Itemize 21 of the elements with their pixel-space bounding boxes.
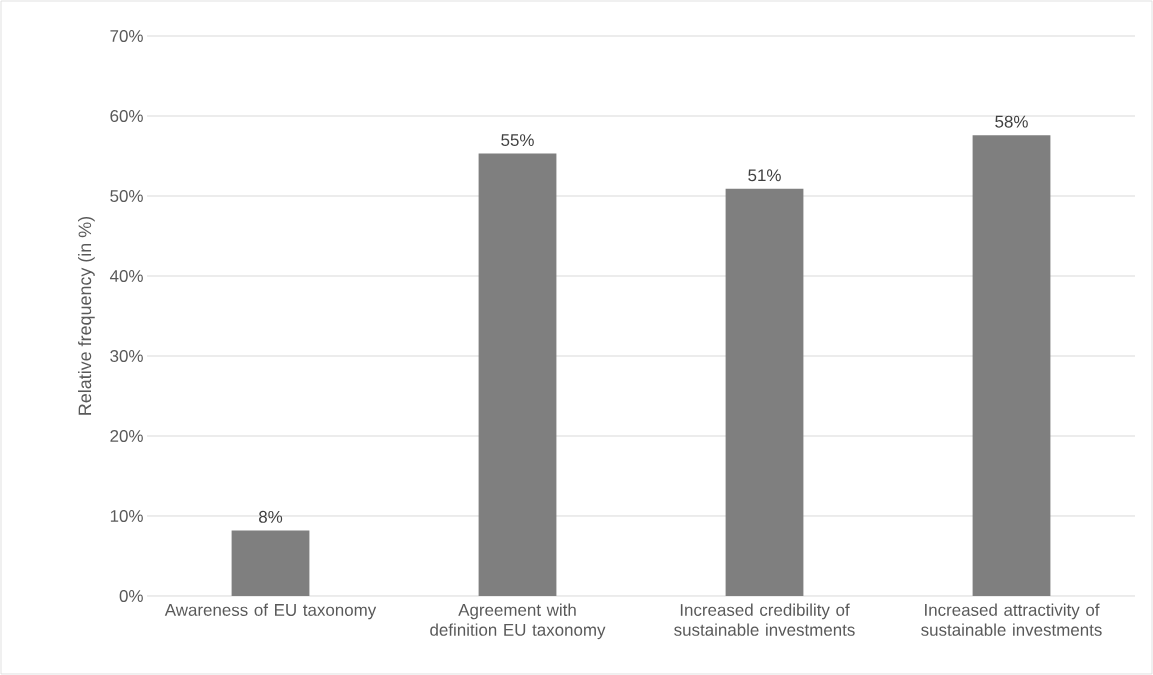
y-tick-label: 60% <box>110 109 143 122</box>
bar <box>725 188 804 596</box>
y-tick-label: 50% <box>110 189 143 202</box>
y-axis-title: Relative frequency (in %) <box>78 216 95 415</box>
data-label: 55% <box>501 134 534 147</box>
data-label: 51% <box>748 169 781 182</box>
y-tick-label: 10% <box>110 509 143 522</box>
y-tick-label: 20% <box>110 429 143 442</box>
bar <box>478 153 557 596</box>
x-tick-label: Increased attractivity of sustainable investments <box>921 603 1102 636</box>
bar <box>231 530 310 596</box>
x-tick-label: Increased credibility of sustainable investments <box>674 603 855 636</box>
x-tick-label: Agreement with definition EU taxonomy <box>430 603 606 640</box>
y-tick-label: 30% <box>110 349 143 362</box>
x-tick-label: Awareness of EU taxonomy <box>164 603 377 620</box>
y-tick-label: 40% <box>109 269 143 282</box>
data-label: 58% <box>995 115 1028 128</box>
data-label: 8% <box>259 510 283 523</box>
bar <box>972 135 1051 596</box>
y-tick-label: 70% <box>110 29 143 42</box>
y-tick-label: 0% <box>119 589 143 602</box>
